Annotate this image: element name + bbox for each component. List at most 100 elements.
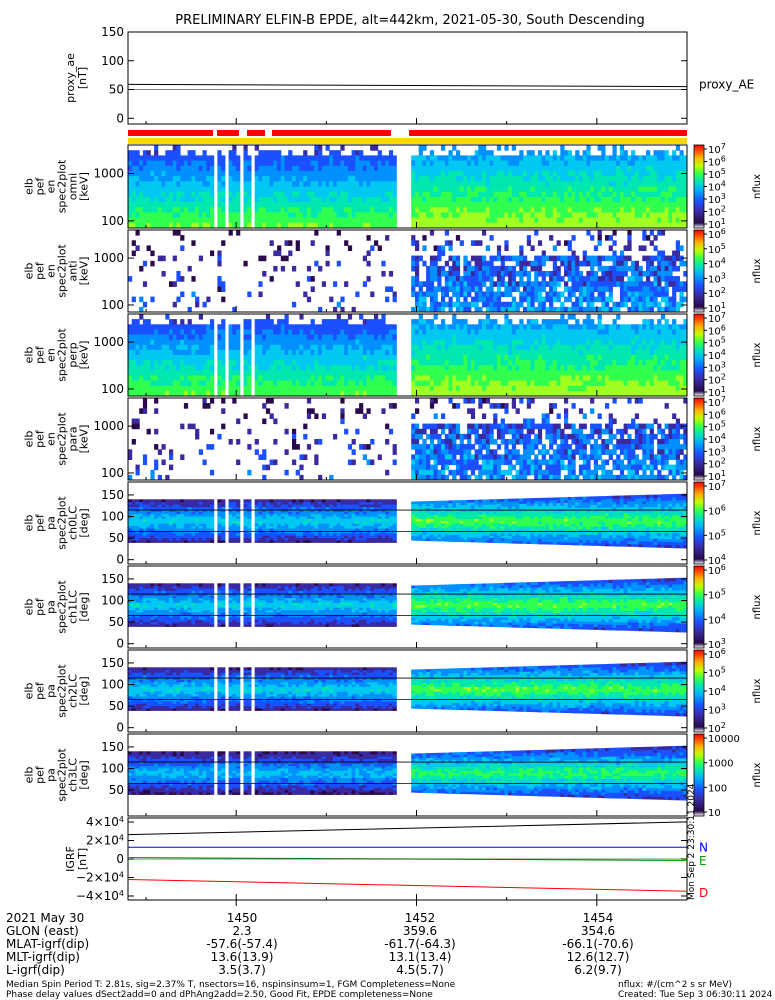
spectrogram-cell — [616, 186, 621, 193]
spectrogram-cell — [556, 181, 561, 187]
spectrogram-cell — [545, 271, 550, 277]
spectrogram-cell — [288, 212, 293, 219]
spectrogram-cell — [150, 181, 155, 187]
spectrogram-cell — [165, 314, 170, 320]
spectrogram-cell — [195, 191, 200, 198]
spectrogram-cell — [183, 390, 189, 397]
spectrogram-cell — [340, 191, 345, 198]
spectrogram-cell — [526, 240, 531, 246]
spectrogram-cell — [202, 191, 207, 198]
colorbar-tick-label: 101 — [708, 301, 726, 315]
spectrogram-cell — [422, 202, 427, 208]
spectrogram-cell — [377, 365, 382, 371]
spectrogram-cell — [646, 150, 651, 156]
spectrogram-cell — [511, 145, 516, 151]
spectrogram-cell — [448, 191, 453, 198]
spectrogram-cell — [448, 390, 453, 397]
spectrogram-cell — [627, 296, 632, 303]
spectrogram-cell — [657, 186, 662, 193]
spectrogram-cell — [489, 160, 494, 167]
spectrogram-cell — [582, 286, 587, 292]
spectrogram-cell — [210, 360, 215, 366]
spectrogram-cell — [627, 349, 632, 356]
spectrogram-cell — [325, 217, 330, 224]
spectrogram-cell — [467, 181, 472, 187]
spectrogram-cell — [135, 202, 140, 208]
spectrogram-cell — [664, 165, 669, 172]
spectrogram-cell — [441, 344, 446, 351]
spectrogram-cell — [508, 370, 513, 376]
spectrogram-cell — [150, 329, 155, 335]
spectrogram-cell — [347, 202, 353, 208]
spectrogram-cell — [560, 150, 565, 156]
spectrogram-cell — [545, 375, 550, 382]
spectrogram-cell — [541, 217, 546, 224]
spectrogram-cell — [485, 360, 490, 366]
spectrogram-cell — [292, 191, 297, 198]
spectrogram-cell — [418, 150, 423, 156]
spectrogram-cell — [433, 370, 438, 376]
spectrogram-cell — [578, 360, 584, 366]
spectrogram-cell — [448, 329, 453, 335]
spectrogram-cell — [128, 222, 133, 229]
spectrogram-cell — [511, 360, 516, 366]
spectrogram-cell — [526, 281, 531, 287]
spectrogram-cell — [228, 217, 233, 224]
spectrogram-cell — [187, 380, 192, 387]
spectrogram-cell — [392, 160, 397, 167]
spectrogram-cell — [265, 375, 271, 382]
spectrogram-cell — [385, 217, 390, 224]
spectrogram-cell — [530, 291, 535, 298]
spectrogram-cell — [493, 265, 498, 272]
spectrogram-cell — [545, 176, 550, 182]
spectrogram-cell — [526, 329, 531, 335]
spectrogram-cell — [634, 196, 639, 203]
spectrogram-cell — [452, 186, 457, 193]
spectrogram-cell — [161, 165, 166, 172]
spectrogram-cell — [318, 196, 323, 203]
spectrogram-cell — [683, 202, 688, 208]
spectrogram-cell — [504, 291, 509, 298]
spectrogram-cell — [344, 324, 349, 330]
spectrogram-cell — [329, 365, 334, 371]
spectrogram-cell — [292, 165, 297, 172]
spectrogram-cell — [478, 339, 483, 346]
spectrogram-cell — [627, 385, 632, 392]
spectrogram-cell — [638, 365, 643, 371]
spectrogram-cell — [333, 334, 338, 341]
spectrogram-cell — [474, 212, 479, 219]
spectrogram-cell — [523, 349, 528, 356]
spectrogram-cell — [217, 202, 222, 208]
spectrogram-cell — [310, 370, 315, 376]
spectrogram-cell — [441, 291, 446, 298]
spectrogram-cell — [567, 306, 572, 313]
spectrogram-cell — [228, 360, 233, 366]
spectrogram-cell — [161, 170, 166, 177]
spectrogram-cell — [485, 202, 490, 208]
spectrogram-cell — [608, 235, 613, 241]
spectrogram-cell — [150, 375, 155, 382]
spectrogram-cell — [388, 222, 394, 229]
spectrogram-cell — [314, 217, 319, 224]
spectrogram-cell — [537, 329, 543, 335]
spectrogram-cell — [180, 344, 185, 351]
spectrogram-cell — [623, 344, 628, 351]
spectrogram-cell — [280, 329, 285, 335]
spectrogram-cell — [437, 370, 442, 376]
spectrogram-cell — [146, 207, 151, 213]
spectrogram-cell — [649, 344, 654, 351]
spectrogram-cell — [478, 334, 483, 341]
spectrogram-cell — [515, 390, 520, 397]
spectrogram-cell — [679, 196, 684, 203]
spectrogram-cell — [605, 365, 610, 371]
spectrogram-cell — [381, 355, 386, 361]
spectrogram-cell — [351, 385, 356, 392]
spectrogram-cell — [161, 222, 166, 229]
spectrogram-cell — [299, 191, 304, 198]
spectrogram-cell — [459, 222, 464, 229]
spectrogram-cell — [523, 296, 528, 303]
spectrogram-cell — [362, 329, 367, 335]
spectrogram-cell — [318, 145, 323, 151]
spectrogram-cell — [504, 255, 509, 262]
spectrogram-cell — [511, 355, 516, 361]
